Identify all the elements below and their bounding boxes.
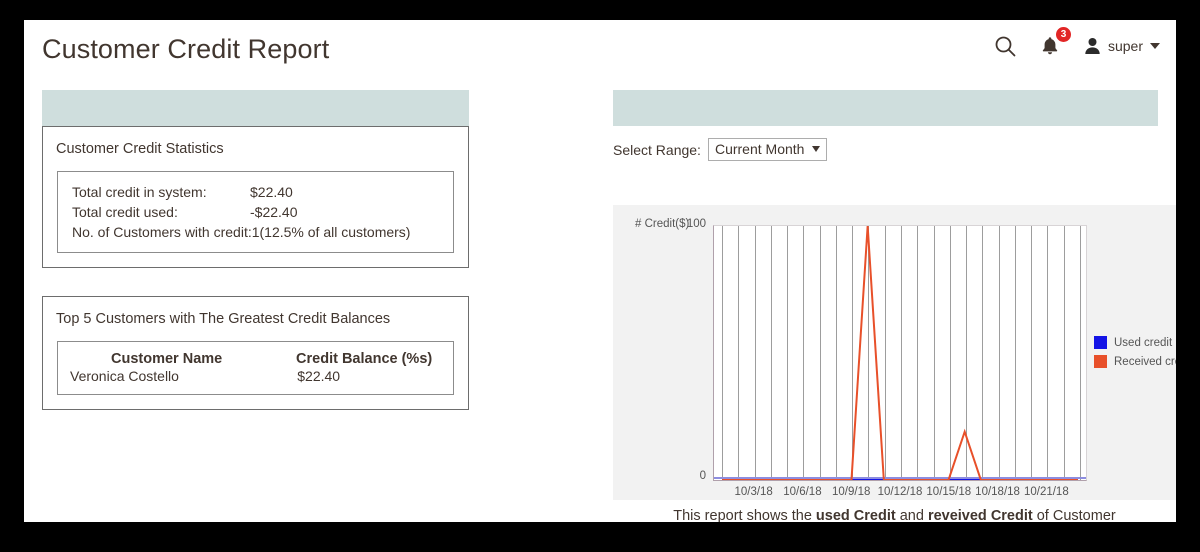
chart-gridline xyxy=(803,226,804,480)
legend-label-used-credit: Used credit xyxy=(1114,336,1173,349)
stat-value: 1(12.5% of all customers) xyxy=(251,224,411,240)
note-middle: and xyxy=(895,508,928,522)
right-column: Select Range: Current Month xyxy=(613,90,1158,161)
chart-gridline xyxy=(787,226,788,480)
chart-gridline xyxy=(982,226,983,480)
chart-gridline xyxy=(771,226,772,480)
range-select[interactable]: Current Month xyxy=(707,138,828,161)
customer-credit-statistics-panel: Customer Credit Statistics Total credit … xyxy=(42,126,469,268)
legend-label-received-credit: Received credit xyxy=(1114,355,1176,368)
left-section-bar xyxy=(42,90,469,126)
notification-count-badge: 3 xyxy=(1055,27,1071,42)
chart-gridline xyxy=(999,226,1000,480)
left-column: Customer Credit Statistics Total credit … xyxy=(42,90,469,410)
note-bold-received-credit: reveived Credit xyxy=(927,508,1033,522)
chart-gridline xyxy=(852,226,853,480)
y-tick-min: 0 xyxy=(699,470,706,482)
chart-gridline xyxy=(820,226,821,480)
stat-row: Total credit in system: $22.40 xyxy=(72,182,453,202)
note-prefix: This report shows the xyxy=(673,508,816,522)
page-header: Customer Credit Report 3 xyxy=(24,20,1176,82)
stat-value: -$22.40 xyxy=(250,204,298,220)
x-tick-label: 10/9/18 xyxy=(832,486,871,498)
chart-gridline xyxy=(755,226,756,480)
stat-label: Total credit used: xyxy=(72,204,178,220)
right-section-bar xyxy=(613,90,1158,126)
legend-swatch-received-credit xyxy=(1094,355,1107,368)
chart-gridline xyxy=(1080,226,1081,480)
cell-customer-name: Veronica Costello xyxy=(70,368,179,384)
notifications-button[interactable]: 3 xyxy=(1038,27,1071,58)
column-header-customer-name: Customer Name xyxy=(111,351,223,367)
chart-gridline xyxy=(722,226,723,480)
chart-gridline xyxy=(1064,226,1065,480)
x-tick-label: 10/18/18 xyxy=(975,486,1020,498)
report-page: Customer Credit Report 3 xyxy=(24,20,1176,522)
credit-chart: # Credit($) 100 0 10/3/18 10/6/18 10/9/18 1… xyxy=(613,205,1176,500)
chart-series-line xyxy=(722,226,1078,480)
stat-row: No. of Customers with credit:1(12.5% of … xyxy=(72,222,453,242)
table-row: Veronica Costello $22.40 xyxy=(58,368,453,394)
search-icon[interactable] xyxy=(994,35,1016,57)
top-customers-panel: Top 5 Customers with The Greatest Credit… xyxy=(42,296,469,410)
chart-y-axis-label: # Credit($) xyxy=(635,218,690,230)
cell-credit-balance: $22.40 xyxy=(297,368,341,384)
y-tick-max: 100 xyxy=(686,218,706,230)
page-title: Customer Credit Report xyxy=(42,34,330,64)
x-tick-label: 10/15/18 xyxy=(926,486,972,498)
chart-gridline xyxy=(966,226,967,480)
legend-item-received-credit: Received credit xyxy=(1094,352,1176,371)
x-tick-label: 10/21/18 xyxy=(1023,486,1069,498)
used-credit-baseline xyxy=(714,477,1086,479)
chart-gridline xyxy=(1015,226,1016,480)
chart-gridline xyxy=(950,226,951,480)
legend-item-used-credit: Used credit xyxy=(1094,333,1176,352)
x-tick-label: 10/3/18 xyxy=(734,486,773,498)
chart-series-layer xyxy=(714,226,1086,480)
chart-description: This report shows the used Credit and re… xyxy=(613,508,1176,522)
chevron-down-icon xyxy=(812,146,821,152)
select-range-row: Select Range: Current Month xyxy=(613,138,1158,161)
stat-label: Total credit in system: xyxy=(72,184,207,200)
stat-value: $22.40 xyxy=(250,184,293,200)
chart-gridline xyxy=(934,226,935,480)
x-tick-label: 10/6/18 xyxy=(783,486,822,498)
note-bold-used-credit: used Credit xyxy=(815,508,896,522)
chart-legend: Used credit Received credit xyxy=(1094,333,1176,371)
chevron-down-icon xyxy=(1150,43,1160,49)
select-range-label: Select Range: xyxy=(613,141,701,158)
stat-row: Total credit used: -$22.40 xyxy=(72,202,453,222)
panel-spacer xyxy=(42,268,469,296)
chart-plot-area xyxy=(713,225,1087,481)
range-select-value: Current Month xyxy=(714,141,805,157)
stat-label: No. of Customers with credit: xyxy=(72,224,252,240)
chart-gridline xyxy=(885,226,886,480)
user-name: super xyxy=(1107,38,1143,54)
x-tick-label: 10/12/18 xyxy=(877,486,923,498)
table-header-row: Customer Name Credit Balance (%s) xyxy=(58,342,453,368)
legend-swatch-used-credit xyxy=(1094,336,1107,349)
statistics-panel-title: Customer Credit Statistics xyxy=(56,141,224,157)
chart-gridline xyxy=(1047,226,1048,480)
top-customers-table-box: Customer Name Credit Balance (%s) Veroni… xyxy=(57,341,454,395)
user-menu[interactable]: super xyxy=(1084,37,1160,55)
bell-icon xyxy=(1042,37,1058,55)
column-header-credit-balance: Credit Balance (%s) xyxy=(296,351,433,367)
header-tools: 3 super xyxy=(994,27,1160,58)
user-icon xyxy=(1085,38,1100,54)
chart-gridline xyxy=(917,226,918,480)
chart-gridline xyxy=(868,226,869,480)
top-customers-table: Customer Name Credit Balance (%s) Veroni… xyxy=(58,342,453,394)
chart-gridline xyxy=(901,226,902,480)
chart-gridline xyxy=(1031,226,1032,480)
note-suffix: of Customer xyxy=(1032,508,1116,522)
chart-gridline xyxy=(836,226,837,480)
chart-gridline xyxy=(738,226,739,480)
top-customers-panel-title: Top 5 Customers with The Greatest Credit… xyxy=(56,311,391,327)
statistics-values-box: Total credit in system: $22.40 Total cred… xyxy=(57,171,454,253)
